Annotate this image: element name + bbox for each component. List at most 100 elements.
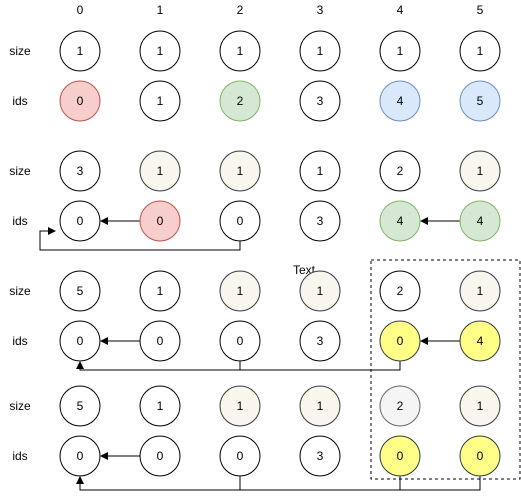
node-ids-r5-c3: 3 <box>299 320 341 362</box>
node-circle <box>299 80 341 122</box>
node-circle <box>459 30 501 72</box>
node-circle <box>139 385 181 427</box>
node-ids-r1-c1: 1 <box>139 80 181 122</box>
node-value: 1 <box>237 164 244 178</box>
node-value: 5 <box>477 94 484 108</box>
node-ids-r3-c2: 0 <box>219 200 261 242</box>
node-circle <box>59 80 101 122</box>
node-ids-r3-c0: 0 <box>59 200 101 242</box>
node-circle <box>299 200 341 242</box>
node-ids-r5-c2: 0 <box>219 320 261 362</box>
node-circle <box>379 435 421 477</box>
node-size-r2-c2: 1 <box>219 150 261 192</box>
node-circle <box>459 200 501 242</box>
column-header-1: 1 <box>157 3 164 17</box>
node-size-r4-c5: 1 <box>459 270 501 312</box>
node-ids-r3-c3: 3 <box>299 200 341 242</box>
row-label-ids: ids <box>12 334 27 348</box>
node-ids-r3-c1: 0 <box>139 200 181 242</box>
node-value: 4 <box>397 214 404 228</box>
row-label-ids: ids <box>12 214 27 228</box>
node-ids-r3-c5: 4 <box>459 200 501 242</box>
node-size-r2-c4: 2 <box>379 150 421 192</box>
node-value: 1 <box>477 399 484 413</box>
node-circle <box>219 200 261 242</box>
node-ids-r1-c4: 4 <box>379 80 421 122</box>
node-value: 0 <box>157 334 164 348</box>
node-value: 0 <box>157 214 164 228</box>
node-size-r2-c5: 1 <box>459 150 501 192</box>
node-size-r0-c3: 1 <box>299 30 341 72</box>
node-size-r6-c5: 1 <box>459 385 501 427</box>
row-label-size: size <box>9 399 31 413</box>
node-circle <box>139 270 181 312</box>
node-circle <box>219 320 261 362</box>
node-size-r0-c5: 1 <box>459 30 501 72</box>
node-value: 2 <box>397 399 404 413</box>
node-circle <box>379 320 421 362</box>
node-circle <box>219 30 261 72</box>
node-circle <box>379 150 421 192</box>
node-circle <box>59 385 101 427</box>
row-label-size: size <box>9 164 31 178</box>
node-circle <box>219 270 261 312</box>
connectors-block-2 <box>39 217 460 251</box>
node-size-r6-c3: 1 <box>299 385 341 427</box>
node-size-r0-c1: 1 <box>139 30 181 72</box>
node-ids-r7-c0: 0 <box>59 435 101 477</box>
column-header-5: 5 <box>477 3 484 17</box>
node-ids-r1-c2: 2 <box>219 80 261 122</box>
node-circle <box>299 385 341 427</box>
node-circle <box>139 80 181 122</box>
node-value: 1 <box>477 284 484 298</box>
node-ids-r7-c5: 0 <box>459 435 501 477</box>
node-value: 0 <box>237 334 244 348</box>
node-circle <box>139 200 181 242</box>
node-circle <box>219 435 261 477</box>
node-value: 4 <box>477 214 484 228</box>
node-ids-r7-c3: 3 <box>299 435 341 477</box>
node-ids-r1-c3: 3 <box>299 80 341 122</box>
link-to-0-block-4 <box>76 476 481 491</box>
node-circle <box>59 30 101 72</box>
node-value: 1 <box>157 284 164 298</box>
node-value: 1 <box>237 284 244 298</box>
node-circle <box>459 150 501 192</box>
node-value: 0 <box>397 449 404 463</box>
node-circle <box>299 150 341 192</box>
node-value: 0 <box>237 214 244 228</box>
link-2-to-0-block-2 <box>39 227 241 251</box>
node-value: 1 <box>237 44 244 58</box>
node-value: 0 <box>77 449 84 463</box>
node-value: 0 <box>157 449 164 463</box>
node-value: 1 <box>477 164 484 178</box>
node-value: 3 <box>317 449 324 463</box>
node-circle <box>379 270 421 312</box>
node-value: 3 <box>317 94 324 108</box>
node-value: 4 <box>477 334 484 348</box>
node-circle <box>299 270 341 312</box>
node-value: 2 <box>237 94 244 108</box>
node-value: 1 <box>157 44 164 58</box>
node-value: 1 <box>157 94 164 108</box>
node-circle <box>379 200 421 242</box>
node-size-r0-c0: 1 <box>59 30 101 72</box>
node-circle <box>219 150 261 192</box>
node-ids-r1-c5: 5 <box>459 80 501 122</box>
node-value: 1 <box>157 399 164 413</box>
node-ids-r5-c1: 0 <box>139 320 181 362</box>
row-label-ids: ids <box>12 449 27 463</box>
node-ids-r5-c5: 4 <box>459 320 501 362</box>
node-value: 0 <box>77 214 84 228</box>
node-circle <box>59 320 101 362</box>
node-value: 1 <box>477 44 484 58</box>
node-circle <box>299 320 341 362</box>
node-circle <box>459 80 501 122</box>
node-value: 1 <box>397 44 404 58</box>
node-value: 1 <box>317 44 324 58</box>
node-ids-r5-c4: 0 <box>379 320 421 362</box>
node-value: 1 <box>317 284 324 298</box>
node-value: 4 <box>397 94 404 108</box>
node-value: 5 <box>77 399 84 413</box>
node-size-r4-c1: 1 <box>139 270 181 312</box>
